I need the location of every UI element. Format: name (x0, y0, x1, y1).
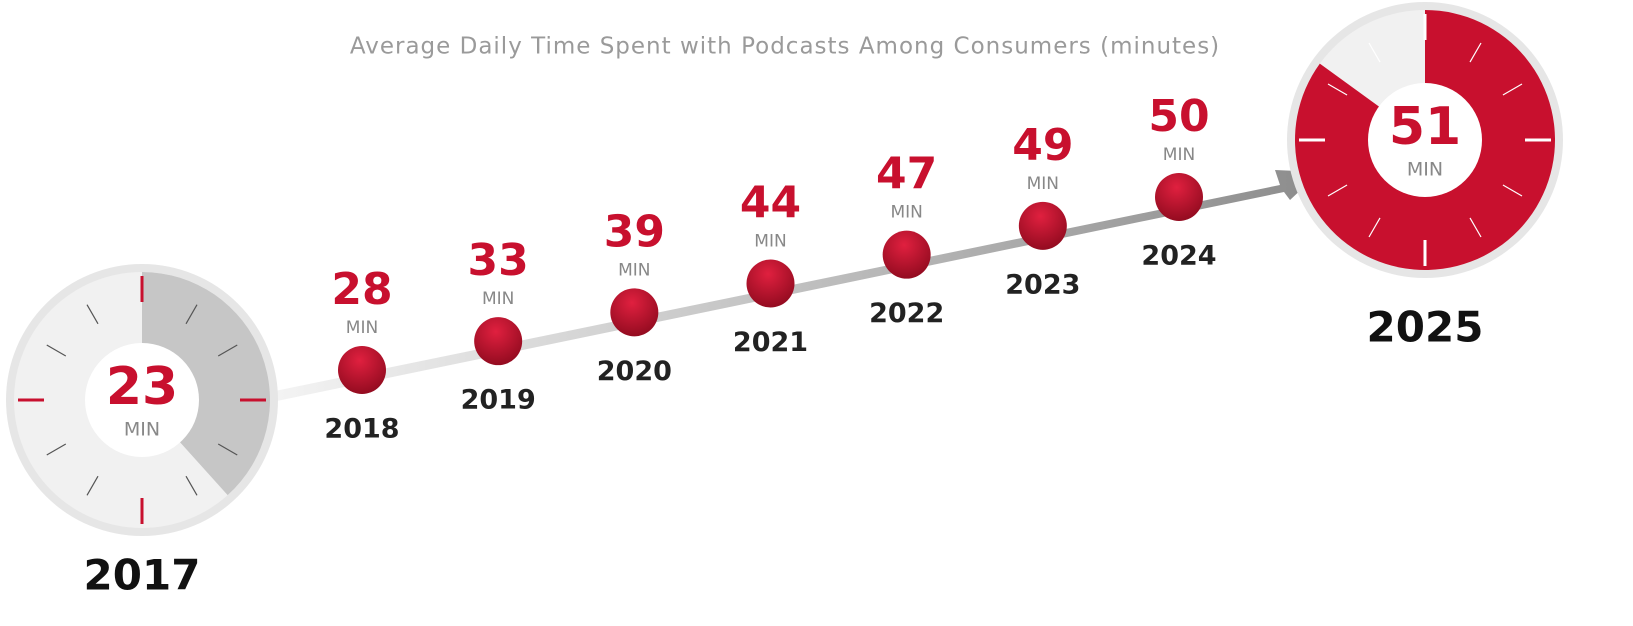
value-label: 51 (1389, 97, 1461, 157)
data-dot (1155, 173, 1203, 221)
dial-center (1368, 83, 1482, 197)
dial-tick (1368, 42, 1381, 63)
value-label: 47 (876, 149, 937, 200)
year-label: 2024 (1141, 241, 1216, 272)
unit-label: MIN (346, 318, 378, 338)
year-label: 2025 (1367, 303, 1484, 352)
data-dot (338, 346, 386, 394)
unit-label: MIN (890, 203, 922, 223)
unit-label: MIN (1163, 145, 1195, 165)
dial-tick (217, 443, 238, 456)
unit-label: MIN (482, 289, 514, 309)
dial-tick (1502, 184, 1523, 197)
chart-title: Average Daily Time Spent with Podcasts A… (350, 34, 1220, 60)
value-label: 23 (106, 357, 178, 417)
dial-tick (185, 304, 198, 325)
value-label: 28 (331, 264, 392, 315)
dial-tick (46, 443, 67, 456)
data-dot (1018, 201, 1067, 250)
dial-tick (1368, 217, 1381, 238)
year-label: 2023 (1005, 269, 1080, 300)
dial-tick (1469, 42, 1482, 63)
dial-wedge (142, 272, 270, 496)
dial-tick (1327, 184, 1348, 197)
year-label: 2020 (597, 356, 672, 387)
year-label: 2021 (733, 327, 808, 358)
year-label: 2022 (869, 298, 944, 329)
value-label: 33 (468, 235, 529, 286)
unit-label: MIN (1407, 159, 1443, 181)
dial-tick (86, 475, 99, 496)
data-dot (610, 288, 659, 337)
data-dot (746, 259, 795, 308)
unit-label: MIN (618, 260, 650, 280)
timeline-arrow (270, 170, 1320, 402)
data-dot (882, 230, 931, 279)
year-label: 2019 (461, 385, 536, 416)
unit-label: MIN (754, 232, 786, 252)
data-dot (474, 317, 523, 366)
value-label: 44 (740, 178, 801, 229)
dial-tick (217, 344, 238, 357)
year-label: 2018 (324, 414, 399, 445)
year-label: 2017 (84, 551, 201, 600)
dial-tick (1327, 83, 1348, 96)
dial-tick (1469, 217, 1482, 238)
value-label: 50 (1148, 91, 1209, 142)
value-label: 49 (1012, 120, 1073, 171)
unit-label: MIN (124, 419, 160, 441)
unit-label: MIN (1027, 174, 1059, 194)
value-label: 39 (604, 206, 665, 257)
dial-center (85, 343, 199, 457)
dial-tick (86, 304, 99, 325)
dial-tick (1502, 83, 1523, 96)
dial-tick (185, 475, 198, 496)
dial-tick (46, 344, 67, 357)
